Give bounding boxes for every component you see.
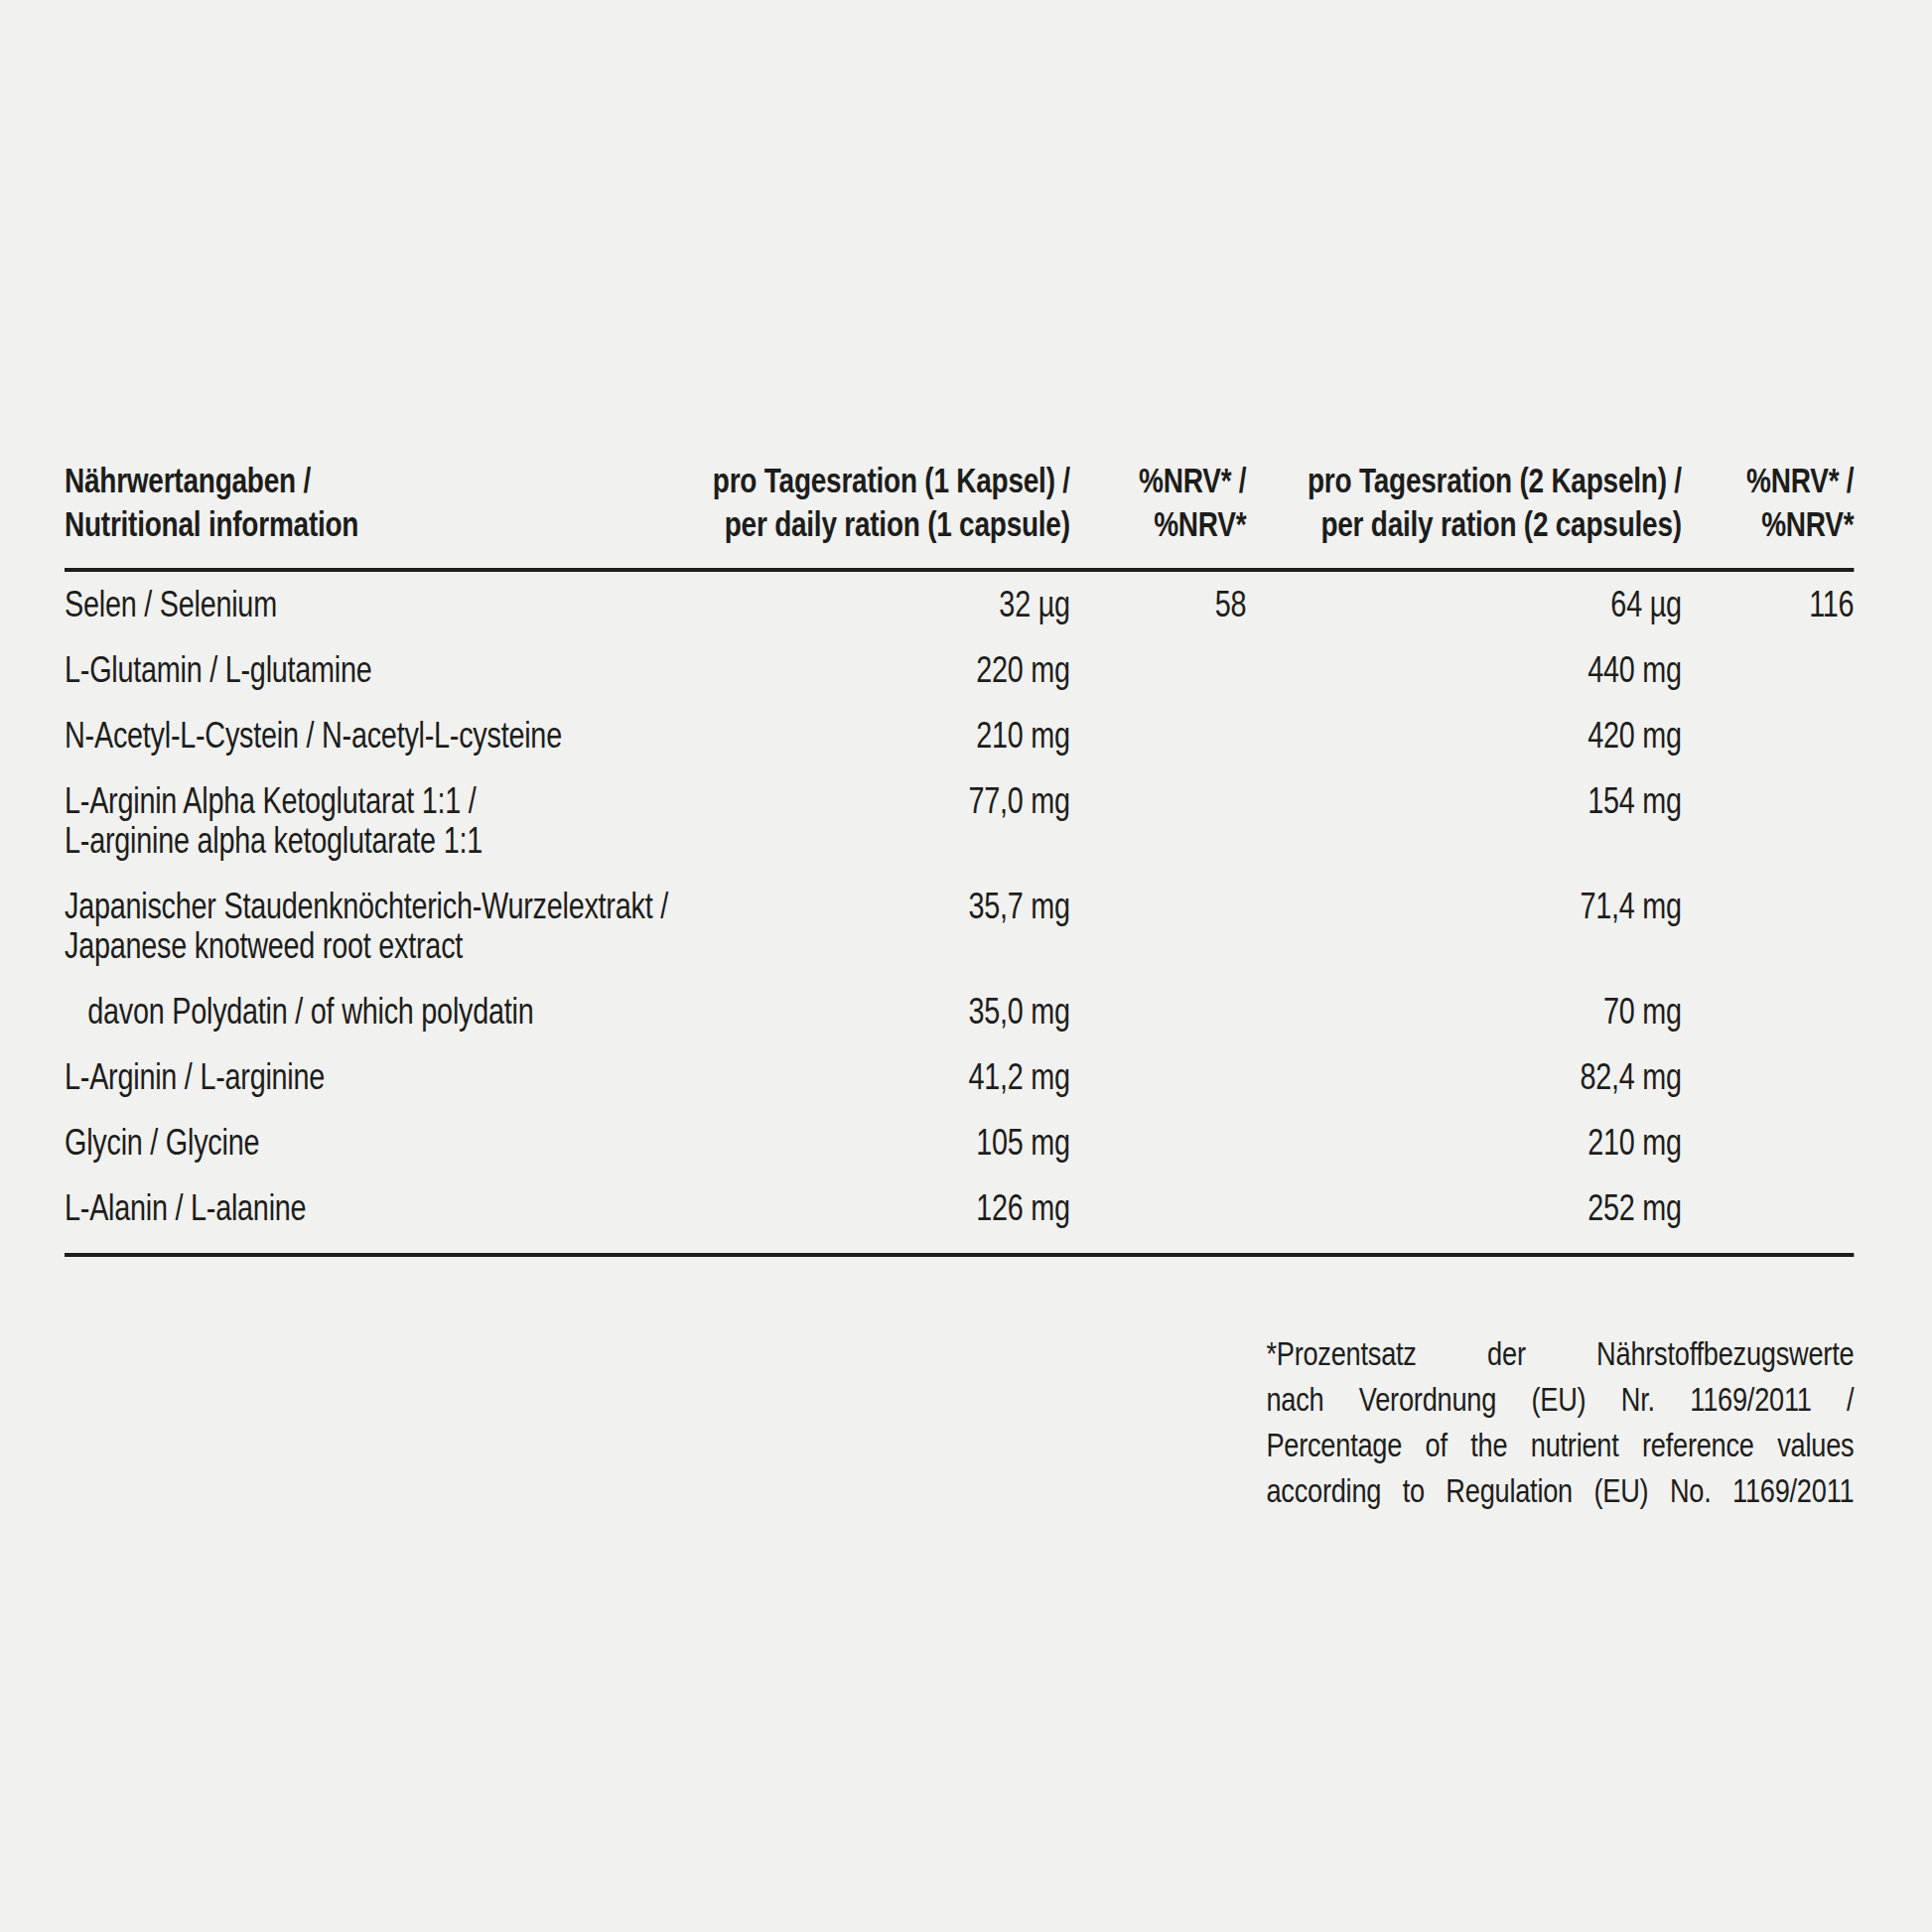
header-nrv-2: %NRV* / %NRV* [1682,459,1855,546]
row-value-per1: 41,2 mg [898,1057,1070,1097]
footnote-line: Percentage of the nutrient reference val… [1266,1422,1854,1467]
row-value-per2: 70 mg [1246,992,1681,1032]
header-nutritional-information: Nährwertangaben / Nutritional informatio… [65,459,621,546]
row-label-line1: Selen / Selenium [65,584,277,624]
row-value-per2: 154 mg [1246,781,1681,821]
table-row-glutamine: L-Glutamin / L-glutamine 220 mg 440 mg [65,637,1854,703]
header-col5-line1: %NRV* / [1746,461,1854,499]
row-label: davon Polydatin / of which polydatin [65,992,898,1032]
row-label-line1: davon Polydatin / of which polydatin [87,991,533,1032]
header-col1-line2: Nutritional information [65,502,621,546]
footnote-line: according to Regulation (EU) No. 1169/20… [1266,1467,1854,1513]
table-row-selenium: Selen / Selenium 32 µg 58 64 µg 116 [65,572,1854,637]
row-label-line1: Japanischer Staudenknöchterich-Wurzelext… [65,886,668,926]
footnote-line: nach Verordnung (EU) Nr. 1169/2011 / [1266,1376,1854,1422]
table-row-glycine: Glycin / Glycine 105 mg 210 mg [65,1110,1854,1175]
footer-rule [65,1253,1854,1257]
row-label-line1: L-Arginin / L-arginine [65,1056,325,1097]
row-value-per2: 71,4 mg [1246,887,1681,926]
row-value-per1: 35,0 mg [898,992,1070,1032]
row-value-nrv2: 116 [1682,585,1855,624]
header-col4-line1: pro Tagesration (2 Kapseln) / [1308,461,1682,499]
header-nrv-1: %NRV* / %NRV* [1070,459,1247,546]
row-value-per1: 35,7 mg [898,887,1070,926]
row-label: L-Arginin Alpha Ketoglutarat 1:1 / L-arg… [65,781,898,861]
table-row-nac: N-Acetyl-L-Cystein / N-acetyl-L-cysteine… [65,703,1854,768]
header-per-2-capsules: pro Tagesration (2 Kapseln) / per daily … [1246,459,1681,546]
row-value-per2: 440 mg [1246,650,1681,690]
table-row-aakg: L-Arginin Alpha Ketoglutarat 1:1 / L-arg… [65,768,1854,874]
header-per-1-capsule: pro Tagesration (1 Kapsel) / per daily r… [621,459,1070,546]
row-value-per1: 220 mg [898,650,1070,690]
nrv-footnote: *Prozentsatz der Nährstoffbezugswerte na… [1266,1330,1854,1513]
row-label: L-Glutamin / L-glutamine [65,650,898,690]
header-col3-line1: %NRV* / [1139,461,1246,499]
table-body: Selen / Selenium 32 µg 58 64 µg 116 L-Gl… [65,572,1854,1241]
header-col3-line2: %NRV* [1070,502,1247,546]
header-col4-line2: per daily ration (2 capsules) [1246,502,1681,546]
row-value-per1: 105 mg [898,1123,1070,1163]
row-label-line1: L-Alanin / L-alanine [65,1187,306,1228]
nutrition-table: Nährwertangaben / Nutritional informatio… [65,459,1854,1513]
header-col5-line2: %NRV* [1682,502,1855,546]
row-value-per1: 32 µg [898,585,1070,624]
row-value-per1: 210 mg [898,716,1070,756]
header-col1-line1: Nährwertangaben / [65,461,311,499]
row-label: L-Alanin / L-alanine [65,1188,898,1228]
row-value-per1: 77,0 mg [898,781,1070,821]
row-label-line1: L-Glutamin / L-glutamine [65,649,372,690]
header-col2-line1: pro Tagesration (1 Kapsel) / [713,461,1070,499]
row-label-line1: N-Acetyl-L-Cystein / N-acetyl-L-cysteine [65,715,562,756]
table-row-polydatin: davon Polydatin / of which polydatin 35,… [65,979,1854,1044]
row-value-per2: 82,4 mg [1246,1057,1681,1097]
row-label-line1: Glycin / Glycine [65,1122,259,1163]
table-header: Nährwertangaben / Nutritional informatio… [65,459,1854,546]
table-row-arginine: L-Arginin / L-arginine 41,2 mg 82,4 mg [65,1044,1854,1110]
row-label: L-Arginin / L-arginine [65,1057,898,1097]
row-value-per2: 64 µg [1246,585,1681,624]
row-label-line2: Japanese knotweed root extract [65,926,898,966]
table-row-knotweed: Japanischer Staudenknöchterich-Wurzelext… [65,874,1854,979]
row-value-per2: 252 mg [1246,1188,1681,1228]
table-row-alanine: L-Alanin / L-alanine 126 mg 252 mg [65,1175,1854,1241]
row-label: Glycin / Glycine [65,1123,898,1163]
row-value-per2: 420 mg [1246,716,1681,756]
header-col2-line2: per daily ration (1 capsule) [621,502,1070,546]
row-label-line1: L-Arginin Alpha Ketoglutarat 1:1 / [65,780,477,821]
footnote-line: *Prozentsatz der Nährstoffbezugswerte [1266,1330,1854,1376]
row-value-per2: 210 mg [1246,1123,1681,1163]
row-label: Japanischer Staudenknöchterich-Wurzelext… [65,887,898,966]
row-label: N-Acetyl-L-Cystein / N-acetyl-L-cysteine [65,716,898,756]
row-label: Selen / Selenium [65,585,898,624]
row-value-per1: 126 mg [898,1188,1070,1228]
row-value-nrv1: 58 [1070,585,1247,624]
row-label-line2: L-arginine alpha ketoglutarate 1:1 [65,821,898,861]
